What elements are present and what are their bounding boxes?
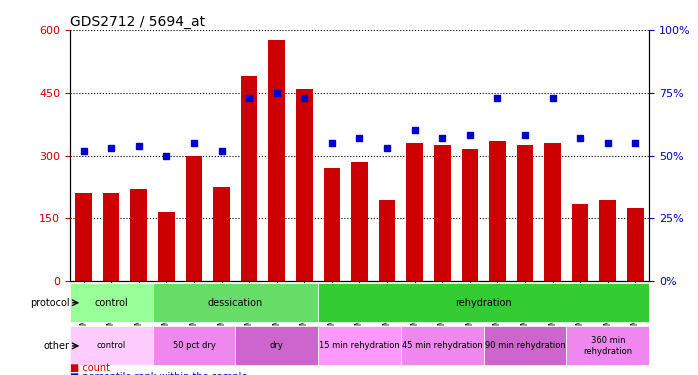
Bar [544,143,561,281]
Bar [131,189,147,281]
Bar [600,200,616,281]
Text: control: control [94,298,128,308]
Text: other: other [44,341,70,351]
Bar [461,149,478,281]
Text: GDS2712 / 5694_at: GDS2712 / 5694_at [70,15,205,29]
Bar [324,168,340,281]
Text: rehydration: rehydration [455,298,512,308]
Text: dessication: dessication [208,298,263,308]
Bar [296,88,313,281]
Text: control: control [96,341,126,350]
FancyBboxPatch shape [153,327,235,365]
Bar [517,145,533,281]
FancyBboxPatch shape [318,284,649,322]
Bar [158,212,174,281]
Bar [269,40,285,281]
Bar [351,162,368,281]
Text: protocol: protocol [30,298,70,308]
FancyBboxPatch shape [318,327,401,365]
Text: ■ count: ■ count [70,363,110,373]
Text: 45 min rehydration: 45 min rehydration [402,341,482,350]
Text: ■ percentile rank within the sample: ■ percentile rank within the sample [70,372,247,375]
Bar [379,200,395,281]
Bar [241,76,258,281]
Bar [572,204,588,281]
Text: 90 min rehydration: 90 min rehydration [484,341,565,350]
Bar [75,193,92,281]
FancyBboxPatch shape [401,327,484,365]
FancyBboxPatch shape [484,327,566,365]
Text: 15 min rehydration: 15 min rehydration [319,341,400,350]
Bar [627,208,644,281]
Bar [434,145,450,281]
Bar [489,141,505,281]
FancyBboxPatch shape [70,284,153,322]
Bar [186,156,202,281]
FancyBboxPatch shape [153,284,318,322]
FancyBboxPatch shape [566,327,649,365]
Text: dry: dry [269,341,283,350]
Bar [214,187,230,281]
Bar [406,143,423,281]
Text: 360 min
rehydration: 360 min rehydration [584,336,632,356]
FancyBboxPatch shape [70,327,153,365]
FancyBboxPatch shape [235,327,318,365]
Text: 50 pct dry: 50 pct dry [172,341,216,350]
Bar [103,193,119,281]
